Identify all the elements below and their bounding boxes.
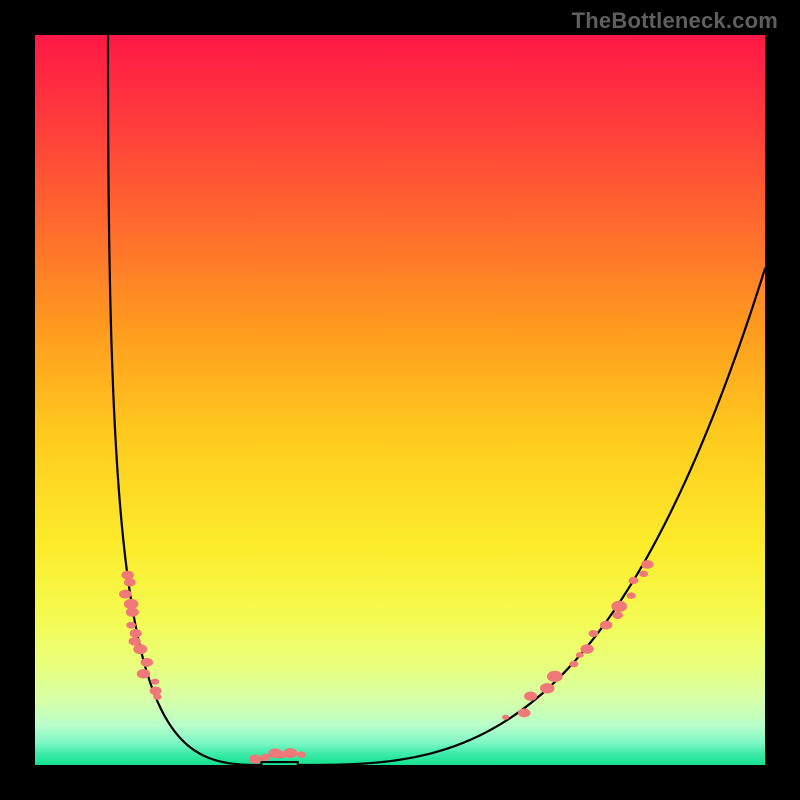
curve-marker bbox=[121, 571, 133, 580]
curve-marker bbox=[547, 671, 563, 682]
curve-marker bbox=[249, 755, 262, 764]
curve-marker bbox=[613, 612, 623, 619]
curve-marker bbox=[124, 578, 136, 586]
curve-marker bbox=[124, 599, 138, 609]
curve-marker bbox=[600, 621, 613, 630]
v-curve-chart bbox=[0, 0, 800, 800]
curve-marker bbox=[297, 751, 306, 757]
curve-marker bbox=[151, 679, 160, 685]
curve-marker bbox=[137, 669, 151, 679]
curve-marker bbox=[119, 590, 131, 599]
curve-marker bbox=[126, 622, 136, 629]
curve-marker bbox=[141, 658, 154, 667]
curve-marker bbox=[611, 601, 627, 612]
curve-marker bbox=[588, 630, 598, 637]
gradient-plot-background bbox=[35, 35, 765, 765]
watermark-text: TheBottleneck.com bbox=[572, 8, 778, 34]
curve-marker bbox=[628, 577, 638, 584]
curve-marker bbox=[569, 661, 578, 667]
curve-marker bbox=[130, 629, 142, 638]
curve-marker bbox=[150, 687, 162, 696]
curve-marker bbox=[524, 692, 537, 701]
curve-marker bbox=[518, 708, 531, 717]
curve-marker bbox=[580, 644, 593, 653]
curve-marker bbox=[153, 694, 162, 700]
curve-marker bbox=[540, 683, 555, 693]
curve-marker bbox=[576, 652, 584, 658]
curve-marker bbox=[639, 571, 648, 577]
chart-container: { "watermark": { "text": "TheBottleneck.… bbox=[0, 0, 800, 800]
curve-marker bbox=[627, 592, 636, 598]
curve-marker bbox=[133, 644, 147, 654]
curve-marker bbox=[641, 560, 653, 569]
curve-marker bbox=[283, 748, 297, 758]
curve-marker bbox=[502, 715, 509, 720]
curve-marker bbox=[126, 608, 139, 617]
